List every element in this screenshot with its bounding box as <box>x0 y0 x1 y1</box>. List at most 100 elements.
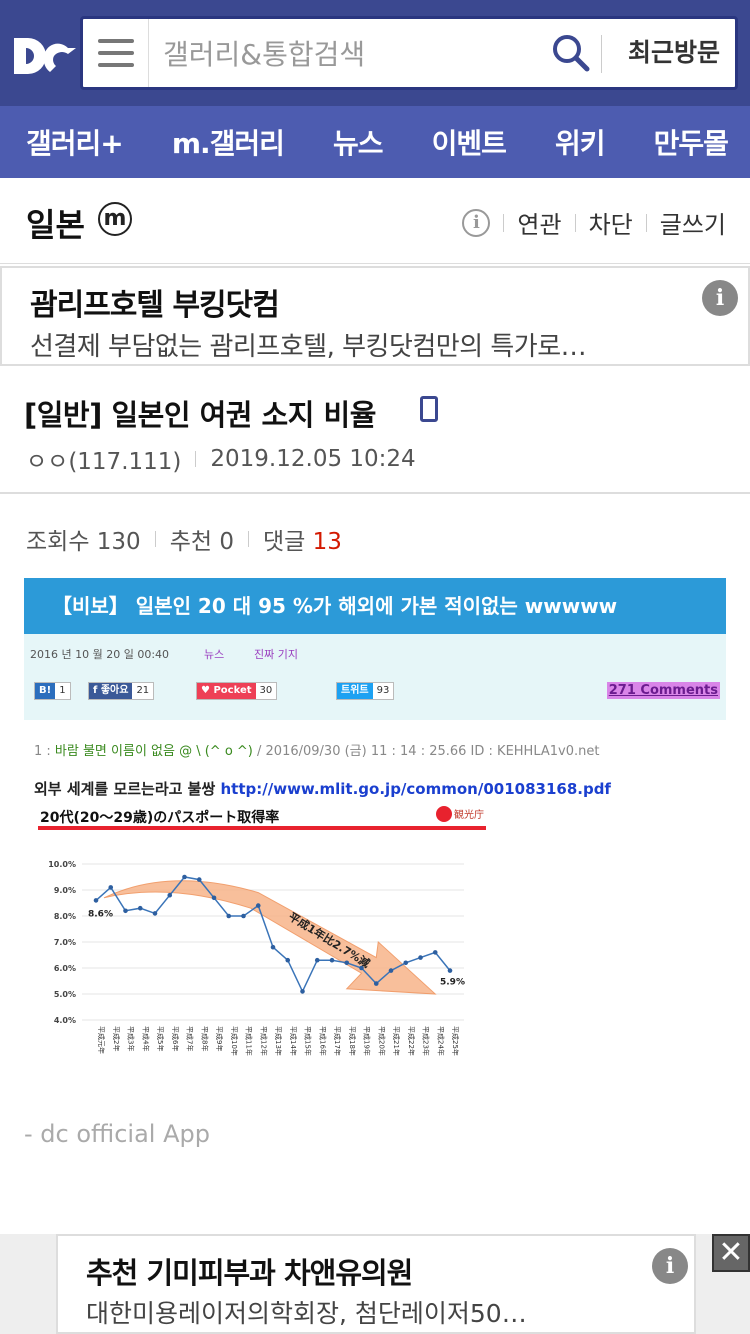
post-meta: ㅇㅇ(117.111) 2019.12.05 10:24 <box>26 442 416 476</box>
comment-count[interactable]: 댓글 13 <box>262 529 342 555</box>
data-point <box>418 955 423 960</box>
x-tick-label: 平成19年 <box>363 1026 372 1056</box>
write-button[interactable]: 글쓰기 <box>659 211 726 239</box>
data-point <box>329 957 335 963</box>
block-button[interactable]: 차단 <box>588 211 633 239</box>
nav-mall[interactable]: 만두몰 <box>653 127 729 160</box>
data-point <box>447 968 453 973</box>
info-icon[interactable]: i <box>462 208 491 237</box>
x-tick-label: 平成7年 <box>186 1026 195 1051</box>
ad-info-icon[interactable]: i <box>652 1248 688 1284</box>
y-tick-label: 4.0% <box>54 1016 76 1025</box>
recent-visit-button[interactable]: 최근방문 <box>627 38 720 67</box>
x-tick-label: 平成12年 <box>259 1026 268 1056</box>
trend-arrow-label: 平成1年比2.7%減 <box>286 909 372 970</box>
post-stats: 조회수 130 추천 0 댓글 13 <box>26 522 342 556</box>
x-tick-label: 平成2年 <box>112 1026 121 1051</box>
x-tick-label: 平成16年 <box>318 1026 327 1056</box>
x-tick-label: 平成11年 <box>245 1026 254 1056</box>
ad-banner-top[interactable]: 괌리프호텔 부킹닷컴 선결제 부담없는 괌리프호텔, 부킹닷컴만의 특가로… i <box>0 266 750 366</box>
data-point <box>403 960 409 966</box>
top-header: 최근방문 <box>0 0 750 106</box>
share-facebook: f 좋아요 21 <box>88 682 155 700</box>
share-twitter: 트위트 93 <box>336 682 395 700</box>
x-tick-label: 平成9年 <box>215 1026 224 1051</box>
main-nav: 갤러리+ m.갤러리 뉴스 이벤트 위키 만두몰 <box>0 106 750 178</box>
mobile-icon <box>420 396 438 422</box>
x-tick-label: 平成3年 <box>127 1026 136 1051</box>
share-hatena: B! 1 <box>34 682 71 700</box>
data-point <box>359 965 364 971</box>
x-tick-label: 平成18年 <box>348 1026 357 1056</box>
chart-source: 観光庁 <box>454 808 484 821</box>
gallery-title-row: 일본 m i 연관 차단 글쓰기 <box>0 178 750 264</box>
ad-title[interactable]: 괌리프호텔 부킹닷컴 <box>30 288 280 323</box>
nav-gallery-plus[interactable]: 갤러리+ <box>26 127 124 160</box>
x-tick-label: 平成22年 <box>407 1026 416 1056</box>
x-tick-label: 平成13年 <box>274 1026 283 1056</box>
x-tick-label: 平成10年 <box>230 1026 239 1056</box>
search-icon[interactable] <box>551 33 591 73</box>
data-point <box>300 989 305 994</box>
x-tick-label: 平成8年 <box>200 1026 209 1051</box>
menu-button[interactable] <box>83 19 149 87</box>
passport-rate-chart: 20代(20～29歳)のパスポート取得率 観光庁 10.0% 9.0% 8.0% 7.0%… <box>38 806 486 1056</box>
comments-link: 271 Comments <box>606 682 720 699</box>
search-box: 최근방문 <box>80 16 738 90</box>
ad-title[interactable]: 추천 기미피부과 차앤유의원 <box>86 1256 413 1290</box>
ad-banner-bottom: 추천 기미피부과 차앤유의원 대한미용레이저의학회장, 첨단레이저50… i ✕ <box>0 1234 750 1334</box>
x-tick-label: 平成元年 <box>97 1026 106 1054</box>
ad-description[interactable]: 선결제 부담없는 괌리프호텔, 부킹닷컴만의 특가로… <box>30 332 587 362</box>
minor-gallery-badge: m <box>98 202 132 236</box>
gallery-title[interactable]: 일본 <box>26 206 85 244</box>
data-point <box>152 911 158 916</box>
nav-wiki[interactable]: 위키 <box>555 127 606 160</box>
y-tick-label: 5.0% <box>54 990 76 999</box>
data-point <box>314 957 320 963</box>
related-button[interactable]: 연관 <box>517 211 562 239</box>
nav-event[interactable]: 이벤트 <box>431 127 507 160</box>
y-tick-label: 6.0% <box>54 964 76 973</box>
nav-news[interactable]: 뉴스 <box>333 127 384 160</box>
x-tick-label: 平成15年 <box>304 1026 313 1056</box>
x-tick-label: 平成25年 <box>451 1026 460 1056</box>
divider <box>601 35 602 73</box>
x-tick-label: 平成24年 <box>436 1026 445 1056</box>
data-point <box>285 957 291 963</box>
data-point <box>388 968 394 973</box>
data-point <box>211 895 217 901</box>
x-tick-label: 平成5年 <box>156 1026 165 1051</box>
data-point <box>93 898 99 903</box>
data-point <box>196 877 202 882</box>
data-point <box>182 874 187 880</box>
data-point <box>167 892 173 898</box>
data-label-last: 5.9% <box>440 978 465 988</box>
view-count: 조회수 130 <box>26 529 141 555</box>
ad-info-icon[interactable]: i <box>702 280 738 316</box>
close-icon[interactable]: ✕ <box>712 1234 750 1272</box>
y-tick-label: 8.0% <box>54 912 76 921</box>
dc-logo-icon[interactable] <box>10 24 76 80</box>
post-title: [일반] 일본인 여권 소지 비율 <box>24 398 376 432</box>
trend-arrow <box>103 880 437 995</box>
post-author[interactable]: ㅇㅇ(117.111) <box>26 449 182 475</box>
x-tick-label: 平成20年 <box>377 1026 386 1056</box>
data-point <box>270 944 276 950</box>
data-point <box>373 981 379 986</box>
post-datetime: 2019.12.05 10:24 <box>210 446 416 472</box>
search-input[interactable] <box>163 36 543 72</box>
app-signature: - dc official App <box>24 1120 210 1148</box>
data-point <box>123 908 128 914</box>
blog-tag: 진짜 기지 <box>254 648 298 661</box>
data-point <box>432 950 438 955</box>
ad-bottom-card[interactable]: 추천 기미피부과 차앤유의원 대한미용레이저의학회장, 첨단레이저50… i <box>56 1234 696 1334</box>
y-tick-label: 7.0% <box>54 938 76 947</box>
post-header: [일반] 일본인 여권 소지 비율 ㅇㅇ(117.111) 2019.12.05… <box>0 366 750 494</box>
ad-description[interactable]: 대한미용레이저의학회장, 첨단레이저50… <box>86 1299 527 1328</box>
x-tick-label: 平成4年 <box>141 1026 150 1051</box>
external-link-line: 외부 세계를 모르는라고 불쌍 http://www.mlit.go.jp/co… <box>34 780 611 798</box>
blog-date: 2016 년 10 월 20 일 00:40 <box>30 648 170 661</box>
x-tick-label: 平成21年 <box>392 1026 401 1056</box>
nav-m-gallery[interactable]: m.갤러리 <box>171 127 285 160</box>
x-tick-label: 平成14年 <box>289 1026 298 1056</box>
